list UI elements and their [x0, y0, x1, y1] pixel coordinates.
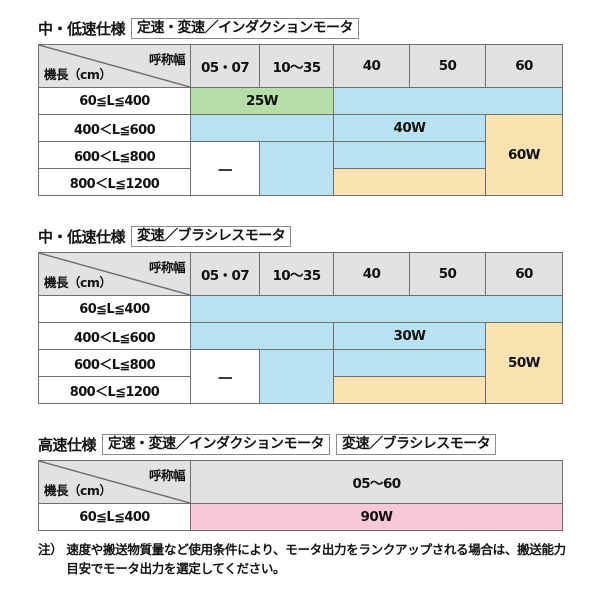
section-lead-2: 中・低速仕様: [38, 228, 126, 247]
value-cell-blue-r2: [259, 141, 334, 196]
table-row: 600＜L≦800 —: [38, 141, 563, 196]
section-tag-2-0: 変速／ブラシレスモータ: [131, 226, 292, 248]
diagonal-divider-icon: [39, 45, 190, 87]
section-tag-3-0: 定速・変速／インダクションモータ: [102, 434, 331, 456]
footnote-line-2: 場合は、搬送能力目安でモータ出力を選定してください。: [66, 542, 566, 577]
col-header-2: 40: [333, 252, 410, 296]
col-header-4: 60: [485, 44, 563, 88]
row-label-2: 600＜L≦800: [38, 141, 191, 169]
value-cell-blue-r0: [190, 295, 563, 323]
row-label-3: 800＜L≦1200: [38, 168, 191, 196]
value-cell-blue-r0: [333, 87, 563, 115]
value-cell-orange-r3: [333, 376, 486, 404]
row-label-1: 400＜L≦600: [38, 322, 191, 350]
footnote-marker: 注）: [38, 542, 63, 557]
section-tag-1-0: 定速・変速／インダクションモータ: [131, 18, 360, 40]
table-header-row: 呼称幅 機長（cm） 05・07 10〜35 40 50 60: [38, 44, 563, 88]
corner-header-cell: 呼称幅 機長（cm）: [38, 252, 191, 296]
section-title-1: 中・低速仕様 定速・変速／インダクションモータ: [38, 18, 360, 40]
row-label-3: 800＜L≦1200: [38, 376, 191, 404]
col-header-4: 60: [485, 252, 563, 296]
value-cell-90w: 90W: [190, 503, 563, 531]
dash-label: —: [217, 367, 233, 386]
value-cell-blue-r2: [259, 349, 334, 404]
row-label-1: 400＜L≦600: [38, 114, 191, 142]
footnote-body: 速度や搬送物質量など使用条件により、モータ出力をランクアップされる場合は、搬送能…: [66, 540, 578, 579]
col-header-1: 10〜35: [259, 44, 334, 88]
col-header-0: 05・07: [190, 252, 260, 296]
table-header-row: 呼称幅 機長（cm） 05・07 10〜35 40 50 60: [38, 252, 563, 296]
value-cell-blue-r2b: [333, 349, 486, 377]
table-row: 400＜L≦600 30W 50W: [38, 322, 563, 404]
corner-label-length: 機長（cm）: [44, 483, 112, 498]
value-cell-60w: 60W: [485, 114, 563, 196]
section-lead-3: 高速仕様: [38, 436, 97, 455]
table-row: 400＜L≦600 40W 60W: [38, 114, 563, 196]
col-header-0: 05・07: [190, 44, 260, 88]
value-cell-50w: 50W: [485, 322, 563, 404]
value-cell-orange-r3: [333, 168, 486, 196]
diagonal-divider-icon: [39, 461, 190, 503]
corner-header-cell: 呼称幅 機長（cm）: [38, 460, 191, 504]
table-row: 60≦L≦400 90W: [38, 503, 563, 531]
footnote-line-1: 速度や搬送物質量など使用条件により、モータ出力をランクアップされる: [66, 542, 469, 557]
table-mid-low-brushless: 呼称幅 機長（cm） 05・07 10〜35 40 50 60 60≦L≦400…: [38, 252, 563, 404]
corner-label-length: 機長（cm）: [44, 67, 112, 82]
value-cell-25w: 25W: [190, 87, 334, 115]
table-row: 600＜L≦800 —: [38, 349, 563, 404]
col-header-1: 10〜35: [259, 252, 334, 296]
value-cell-dash: —: [190, 349, 260, 404]
section-tag-3-1: 変速／ブラシレスモータ: [336, 434, 497, 456]
row-label-2: 600＜L≦800: [38, 349, 191, 377]
table-row: 60≦L≦400 25W: [38, 87, 563, 115]
diagonal-divider-icon: [39, 253, 190, 295]
corner-label-width: 呼称幅: [148, 260, 186, 275]
row-label-0: 60≦L≦400: [38, 87, 191, 115]
table-high-speed: 呼称幅 機長（cm） 05〜60 60≦L≦400 90W: [38, 460, 563, 531]
value-cell-blue-r2b: [333, 141, 486, 169]
row-label-0: 60≦L≦400: [38, 295, 191, 323]
value-cell-30w: 30W: [333, 322, 486, 350]
value-cell-blue-r1a: [190, 114, 334, 142]
corner-label-width: 呼称幅: [148, 468, 186, 483]
table-header-row: 呼称幅 機長（cm） 05〜60: [38, 460, 563, 504]
table-row: 800＜L≦1200: [38, 168, 563, 196]
table-row: 60≦L≦400: [38, 295, 563, 323]
row-label-0: 60≦L≦400: [38, 503, 191, 531]
table-mid-low-induction: 呼称幅 機長（cm） 05・07 10〜35 40 50 60 60≦L≦400…: [38, 44, 563, 196]
col-header-3: 50: [409, 44, 486, 88]
col-header-2: 40: [333, 44, 410, 88]
value-cell-dash: —: [190, 141, 260, 196]
value-cell-40w: 40W: [333, 114, 486, 142]
col-header-3: 50: [409, 252, 486, 296]
col-header-0: 05〜60: [190, 460, 563, 504]
section-lead-1: 中・低速仕様: [38, 20, 126, 39]
section-title-3: 高速仕様 定速・変速／インダクションモータ 変速／ブラシレスモータ: [38, 434, 497, 456]
dash-label: —: [217, 159, 233, 178]
value-cell-blue-r1a: [190, 322, 334, 350]
corner-label-width: 呼称幅: [148, 52, 186, 67]
table-row: 800＜L≦1200: [38, 376, 563, 404]
corner-label-length: 機長（cm）: [44, 275, 112, 290]
corner-header-cell: 呼称幅 機長（cm）: [38, 44, 191, 88]
footnote: 注） 速度や搬送物質量など使用条件により、モータ出力をランクアップされる場合は、…: [38, 540, 578, 579]
section-title-2: 中・低速仕様 変速／ブラシレスモータ: [38, 226, 292, 248]
